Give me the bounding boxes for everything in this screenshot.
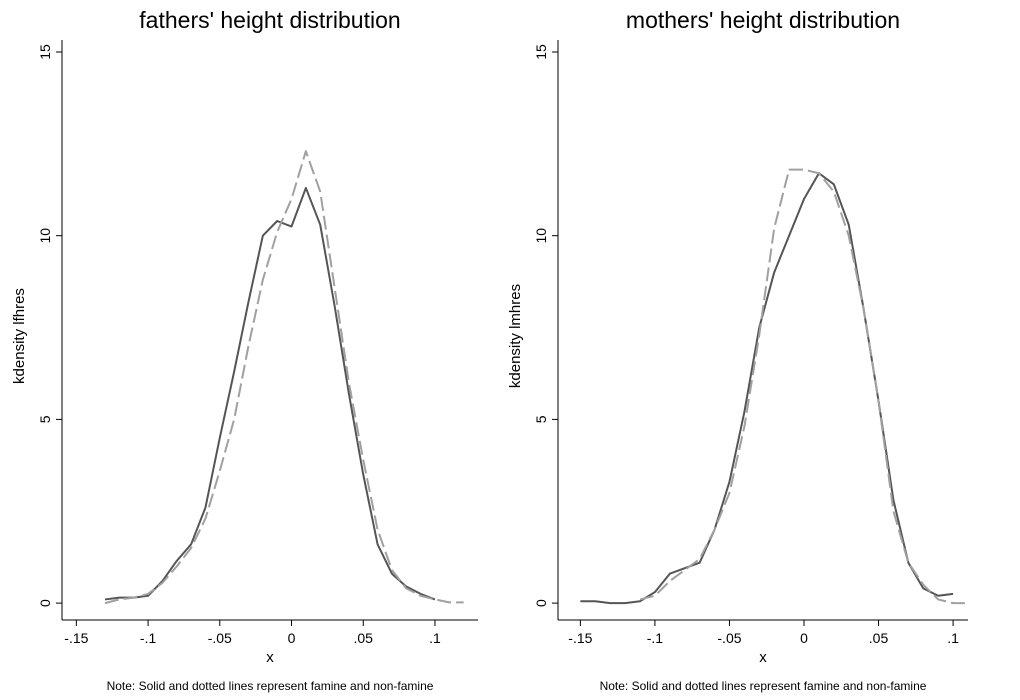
- density-line: [104, 150, 464, 605]
- chart-title: mothers' height distribution: [626, 7, 900, 33]
- x-axis-label: x: [266, 649, 274, 666]
- note: Note: Solid and dotted lines represent f…: [107, 679, 434, 693]
- x-tick-label: -.1: [140, 630, 157, 646]
- x-tick-label: -.05: [208, 630, 232, 646]
- y-tick-label: 15: [533, 44, 549, 60]
- y-tick-label: 5: [533, 415, 549, 423]
- x-tick-label: -.15: [568, 630, 592, 646]
- density-line: [104, 186, 436, 601]
- note: Note: Solid and dotted lines represent f…: [600, 679, 927, 693]
- x-tick-label: -.15: [64, 630, 88, 646]
- x-tick-label: .1: [429, 630, 441, 646]
- y-tick-label: 10: [37, 228, 53, 244]
- x-tick-label: .1: [947, 630, 959, 646]
- chart-title: fathers' height distribution: [139, 7, 400, 33]
- y-tick-label: 15: [37, 44, 53, 60]
- x-tick-label: -.1: [647, 630, 664, 646]
- y-tick-label: 5: [37, 415, 53, 423]
- x-tick-label: 0: [800, 630, 808, 646]
- y-axis-label: kdensity lfhres: [11, 288, 28, 384]
- density-line: [580, 172, 954, 605]
- x-tick-label: -.05: [717, 630, 741, 646]
- x-tick-label: 0: [288, 630, 296, 646]
- x-axis-label: x: [759, 649, 767, 666]
- y-tick-label: 0: [37, 599, 53, 607]
- y-tick-label: 0: [533, 599, 549, 607]
- y-axis-label: kdensity lmhres: [507, 284, 524, 388]
- density-line: [639, 168, 968, 605]
- y-tick-label: 10: [533, 228, 549, 244]
- x-tick-label: .05: [869, 630, 889, 646]
- x-tick-label: .05: [354, 630, 374, 646]
